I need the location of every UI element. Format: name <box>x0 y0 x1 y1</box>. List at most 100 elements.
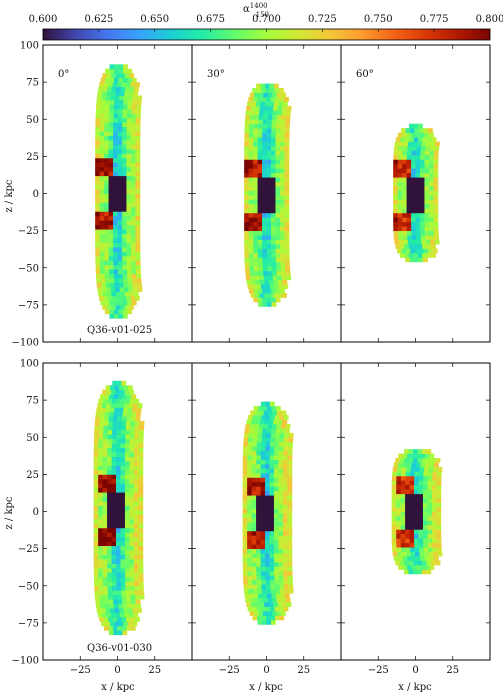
heatmap-cell <box>138 585 144 591</box>
heatmap-cell <box>414 480 419 486</box>
heatmap-cell <box>259 110 264 116</box>
heatmap-cell <box>411 186 416 191</box>
heatmap-cell <box>121 211 127 217</box>
heatmap-cell <box>428 172 434 178</box>
heatmap-cell <box>408 141 413 147</box>
heatmap-cell <box>397 551 403 557</box>
heatmap-cell <box>108 117 114 123</box>
heatmap-cell <box>436 480 442 486</box>
heatmap-cell <box>133 523 139 529</box>
heatmap-cell <box>245 270 251 276</box>
heatmap-cell <box>113 599 119 604</box>
heatmap-cell <box>391 524 397 530</box>
heatmap-cell <box>266 226 272 232</box>
heatmap-cell <box>138 527 144 533</box>
heatmap-cell <box>257 243 263 249</box>
heatmap-cell <box>104 144 109 150</box>
heatmap-cell <box>247 535 253 541</box>
heatmap-cell <box>121 425 127 431</box>
heatmap-cell <box>275 593 281 599</box>
heatmap-cell <box>109 108 115 114</box>
heatmap-cell <box>418 542 424 548</box>
heatmap-cell <box>252 88 258 93</box>
heatmap-cell <box>264 419 270 425</box>
heatmap-cell <box>98 456 104 462</box>
heatmap-cell <box>251 468 257 474</box>
heatmap-cell <box>107 563 113 569</box>
heatmap-cell <box>283 579 289 585</box>
heatmap-cell <box>248 194 254 200</box>
heatmap-cell <box>414 507 419 512</box>
heatmap-cell <box>256 486 261 492</box>
heatmap-cell <box>120 443 126 449</box>
heatmap-cell <box>278 606 284 612</box>
heatmap-cell <box>125 429 131 435</box>
heatmap-cell <box>102 443 108 449</box>
heatmap-cell <box>409 533 415 539</box>
heatmap-cell <box>256 284 262 289</box>
heatmap-cell <box>104 255 110 261</box>
heatmap-cell <box>277 279 283 285</box>
heatmap-cell <box>121 590 127 596</box>
heatmap-cell <box>106 389 112 395</box>
heatmap-cell <box>116 523 121 529</box>
heatmap-cell <box>433 226 439 232</box>
heatmap-cell <box>135 255 141 261</box>
heatmap-cell <box>252 579 258 585</box>
heatmap-cell <box>126 242 132 248</box>
heatmap-cell <box>108 251 114 257</box>
heatmap-cell <box>127 99 133 105</box>
heatmap-cell <box>244 190 250 196</box>
heatmap-cell <box>104 126 110 132</box>
heatmap-cell <box>248 132 254 138</box>
heatmap-cell <box>113 166 118 172</box>
heatmap-cell <box>418 511 424 517</box>
heatmap-cell <box>108 197 114 203</box>
heatmap-cell <box>114 282 120 288</box>
heatmap-cell <box>100 99 106 105</box>
heatmap-cell <box>415 181 421 187</box>
heatmap-cell <box>247 508 252 514</box>
heatmap-cell <box>247 548 253 554</box>
heatmap-cell <box>117 420 123 426</box>
heatmap-cell <box>392 471 398 477</box>
heatmap-cell <box>284 150 290 156</box>
heatmap-cell <box>424 154 430 160</box>
heatmap-cell <box>98 523 104 529</box>
heatmap-cell <box>108 215 114 221</box>
heatmap-cell <box>105 407 111 413</box>
heatmap-cell <box>431 524 437 530</box>
heatmap-cell <box>406 186 412 191</box>
heatmap-cell <box>278 566 284 572</box>
heatmap-cell <box>275 432 281 438</box>
heatmap-cell <box>100 269 106 275</box>
heatmap-cell <box>120 86 126 92</box>
heatmap-cell <box>116 447 122 453</box>
y-tick-label: 50 <box>26 115 39 126</box>
heatmap-cell <box>135 189 141 194</box>
heatmap-cell <box>121 233 127 239</box>
heatmap-cell <box>251 486 257 492</box>
heatmap-cell <box>420 221 425 227</box>
heatmap-cell <box>104 202 109 208</box>
heatmap-cell <box>413 252 419 258</box>
heatmap-cell <box>277 602 283 607</box>
heatmap-cell <box>126 166 132 172</box>
heatmap-cell <box>269 530 275 536</box>
heatmap-cell <box>248 141 254 147</box>
heatmap-cell <box>251 101 257 107</box>
heatmap-cell <box>247 481 253 487</box>
panel-1-3: 60° <box>340 44 491 343</box>
heatmap-cell <box>113 153 118 159</box>
heatmap-cell <box>126 148 132 154</box>
heatmap-cell <box>249 270 255 276</box>
colorbar-tick-label: 0.800 <box>476 14 503 25</box>
heatmap-cell <box>133 461 139 466</box>
heatmap-cell <box>95 108 101 114</box>
heatmap-cell <box>422 498 428 503</box>
heatmap-cell <box>398 453 404 459</box>
heatmap-cell <box>120 559 126 564</box>
heatmap-cell <box>127 278 133 283</box>
heatmap-cell <box>111 581 117 587</box>
